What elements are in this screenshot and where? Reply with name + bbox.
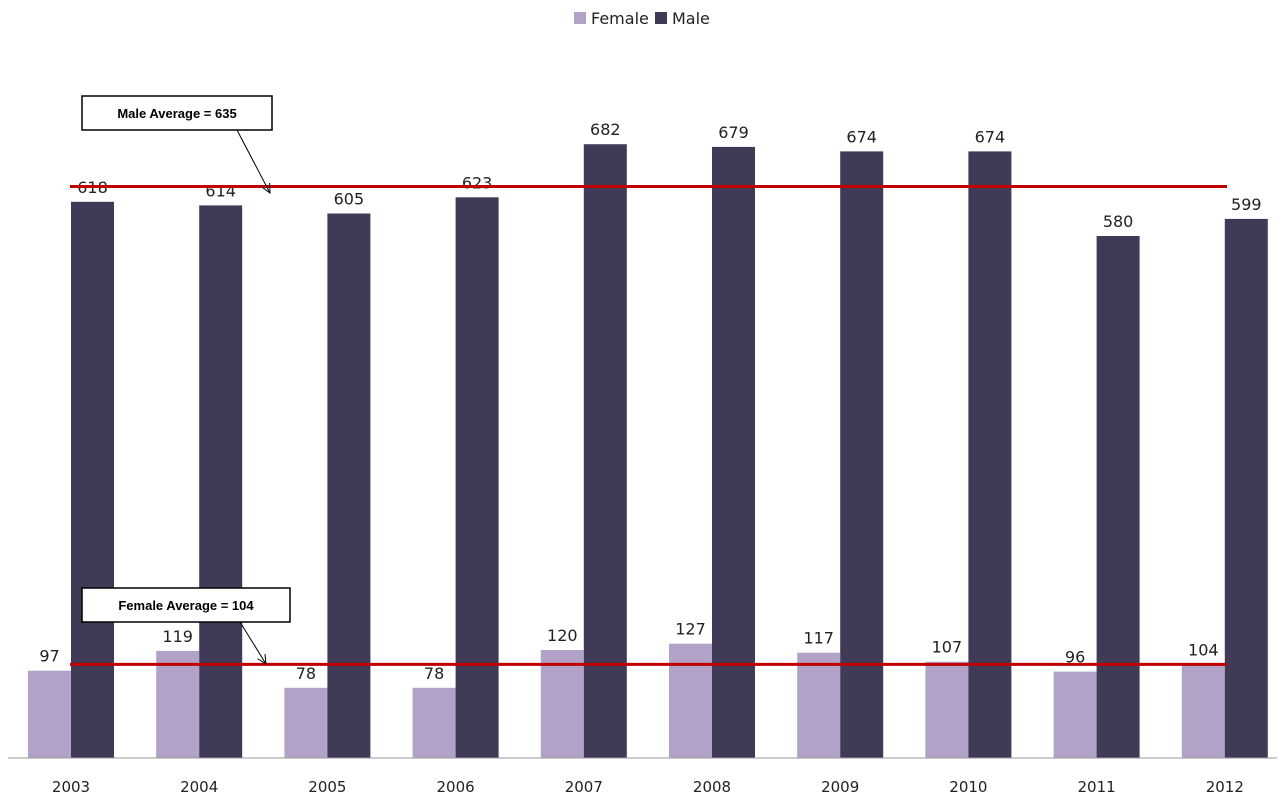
data-label-female-2008: 127 [675,620,706,639]
bar-male-2009 [840,151,884,758]
bar-female-2005 [284,687,328,758]
data-label-female-2011: 96 [1065,648,1085,667]
bar-female-2012 [1181,664,1225,758]
female-average-callout-box [81,587,291,623]
bar-male-2007 [583,144,627,758]
legend-swatch-female [574,12,586,24]
bar-female-2011 [1053,671,1097,758]
legend: Female Male [574,9,710,28]
data-label-male-2009: 674 [846,127,877,146]
female-average-callout-label: Female Average = 104 [118,598,254,613]
male-average-callout-leader [236,129,271,194]
male-average-callout-arrowhead [261,182,271,195]
bar-female-2004 [156,650,200,758]
female-average-callout-arrowhead [257,654,267,665]
bar-male-2011 [1096,236,1140,758]
bar-male-2003 [71,201,114,759]
data-label-female-2012: 104 [1188,640,1219,659]
data-label-female-2006: 78 [424,664,444,683]
x-tick-label-2008: 2008 [693,778,731,796]
data-label-female-2007: 120 [547,626,578,645]
data-label-female-2005: 78 [296,664,316,683]
bar-female-2010 [925,661,969,758]
x-tick-label-2009: 2009 [821,778,859,796]
data-label-female-2009: 117 [803,629,834,648]
female-average-callout-leader [239,621,267,665]
legend-label-male: Male [672,9,710,28]
x-tick-label-2011: 2011 [1078,778,1116,796]
data-labels-group: 9761811961478605786231206821276791176741… [39,120,1261,683]
data-label-male-2004: 614 [205,181,236,200]
bar-female-2007 [540,650,584,758]
x-tick-label-2010: 2010 [949,778,987,796]
x-tick-label-2003: 2003 [52,778,90,796]
bar-female-2009 [797,652,841,758]
bar-male-2004 [199,205,243,758]
reference-lines-group: Male Average = 635 Female Average = 104 [70,95,1227,666]
data-label-male-2007: 682 [590,120,621,139]
x-tick-labels-group: 2003 2004 2005 2006 2007 2008 2009 2010 2011 2012 [52,778,1244,796]
data-label-male-2010: 674 [975,127,1006,146]
bar-male-2008 [712,146,755,758]
legend-label-female: Female [591,9,649,28]
bar-male-2012 [1224,218,1268,758]
data-label-female-2003: 97 [39,647,59,666]
legend-swatch-male [655,12,667,24]
data-label-male-2012: 599 [1231,195,1262,214]
data-label-male-2005: 605 [334,190,365,209]
bar-female-2006 [412,687,456,758]
data-label-male-2011: 580 [1103,212,1134,231]
data-label-male-2008: 679 [718,123,749,142]
data-label-female-2004: 119 [162,627,193,646]
male-average-callout-label: Male Average = 635 [117,106,236,121]
data-label-female-2010: 107 [932,638,963,657]
bar-male-2005 [327,213,371,758]
x-tick-label-2007: 2007 [565,778,603,796]
data-label-male-2006: 623 [462,173,493,192]
x-tick-label-2012: 2012 [1206,778,1244,796]
x-tick-label-2006: 2006 [437,778,475,796]
male-average-callout-box [81,95,273,131]
bar-male-2006 [455,197,499,759]
x-tick-label-2004: 2004 [180,778,218,796]
bar-female-2003 [28,670,71,758]
bar-female-2008 [669,643,712,758]
x-tick-label-2005: 2005 [308,778,346,796]
bar-male-2010 [968,151,1012,758]
